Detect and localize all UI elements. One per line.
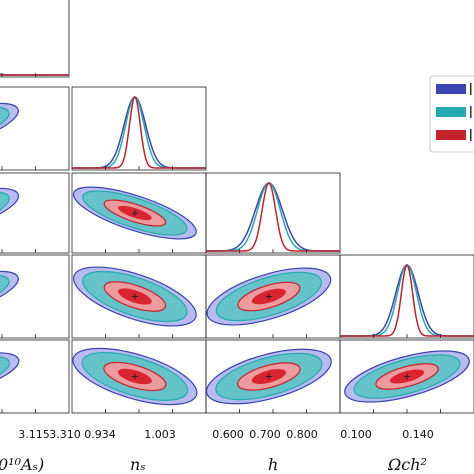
fiducial-marker (265, 373, 272, 380)
panel-frame (0, 86, 70, 171)
tick-label: 3.310 (49, 428, 81, 441)
tick-label: 0.140 (402, 428, 434, 441)
legend-swatch (436, 107, 466, 117)
tick-label: 0.800 (286, 428, 318, 441)
marginal-curve (72, 96, 206, 169)
contour-outer (0, 355, 11, 398)
marginal-curve (0, 74, 69, 76)
tick-label: 0.934 (84, 428, 116, 441)
panel-frame (0, 172, 70, 254)
axis-label-ns: nₛ (130, 455, 146, 474)
legend-entry-clipped (470, 83, 472, 95)
marginal-curve (72, 96, 206, 169)
marginal-curve (340, 264, 474, 337)
contour-outer (0, 191, 10, 235)
axis-label-omch2: Ωch² (387, 455, 427, 474)
contour-outer (0, 274, 10, 319)
contour-outer (0, 270, 19, 323)
marginal-curve (340, 264, 474, 337)
legend-entry-clipped (470, 129, 472, 141)
axis-label-h: h (268, 455, 278, 474)
contour-outer (0, 187, 20, 239)
legend (429, 75, 474, 153)
tick-label: 0.600 (212, 428, 244, 441)
panel-frame (339, 254, 474, 339)
tick-label: 3.115 (18, 428, 50, 441)
marginal-curve (206, 182, 340, 252)
fiducial-marker (404, 373, 410, 380)
contour-outer (0, 102, 19, 155)
axis-label-lnAs: 0¹⁰Aₛ) (0, 455, 44, 474)
fiducial-marker (131, 210, 138, 216)
panel-frame (0, 339, 70, 414)
marginal-curve (0, 74, 69, 76)
marginal-curve (72, 96, 206, 169)
legend-swatch (436, 130, 466, 140)
tick-label: 1.003 (144, 428, 176, 441)
fiducial-marker (265, 293, 272, 300)
contour-outer (0, 106, 10, 151)
legend-swatch (436, 84, 466, 94)
marginal-curve (340, 263, 474, 337)
marginal-curve (0, 73, 69, 76)
fiducial-marker (131, 373, 138, 380)
contour-outer (0, 352, 20, 401)
panel-frame (71, 86, 207, 171)
tick-labels-group: 3.115 3.310 0.934 1.003 0.600 0.700 0.800 0.100… (18, 428, 434, 441)
axis-labels-group: 0¹⁰Aₛ) nₛ h Ωch² (0, 455, 427, 474)
tick-label: 0.100 (340, 428, 372, 441)
panel-frame (0, 254, 70, 339)
panel-frame (0, 0, 70, 78)
legend-entry-clipped (470, 106, 472, 118)
tick-label: 0.700 (249, 428, 281, 441)
panels-group (0, 0, 474, 414)
fiducial-marker (131, 293, 138, 300)
